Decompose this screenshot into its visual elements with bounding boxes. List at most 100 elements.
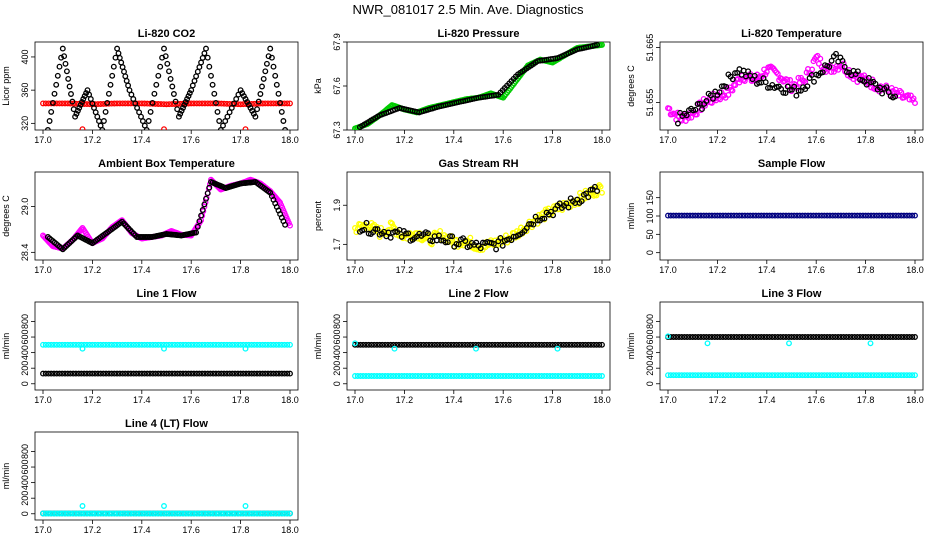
data-point	[667, 372, 674, 379]
data-point	[890, 212, 896, 219]
data-point	[903, 334, 910, 340]
data-point	[585, 194, 592, 201]
data-point	[81, 370, 88, 377]
data-point	[363, 341, 369, 348]
data-point	[881, 212, 888, 219]
data-point	[697, 212, 704, 219]
data-point	[549, 341, 556, 348]
data-point	[447, 233, 453, 240]
data-point	[459, 341, 465, 348]
data-point	[777, 372, 784, 379]
data-point	[56, 341, 63, 348]
data-point	[574, 373, 581, 379]
data-point	[728, 372, 735, 379]
plot-frame	[346, 171, 611, 261]
data-point	[221, 341, 228, 348]
data-point	[714, 212, 721, 219]
data-point	[245, 510, 252, 517]
data-point	[138, 100, 145, 107]
plot-frame	[659, 41, 924, 131]
data-point	[110, 63, 117, 70]
x-tick-label: 17.4	[758, 265, 776, 275]
data-point	[783, 212, 789, 219]
data-point	[442, 239, 449, 246]
data-point	[665, 372, 671, 379]
data-point	[51, 90, 58, 97]
data-point	[122, 341, 129, 348]
data-point	[223, 100, 230, 107]
data-point	[40, 341, 46, 348]
data-point	[103, 510, 110, 517]
data-point	[481, 373, 487, 379]
data-point	[100, 341, 107, 348]
x-tick-label: 17.8	[857, 395, 875, 405]
data-point	[596, 373, 603, 379]
data-point	[703, 212, 710, 219]
data-point	[75, 341, 82, 348]
data-point	[723, 83, 730, 90]
data-point	[865, 372, 872, 379]
data-point	[64, 370, 71, 377]
x-tick-label: 17.8	[232, 265, 250, 275]
data-point	[103, 370, 110, 377]
y-tick-label: 800	[332, 314, 342, 329]
data-point	[42, 370, 49, 377]
data-point	[242, 345, 249, 352]
data-point	[472, 341, 479, 348]
data-point	[59, 341, 66, 348]
data-point	[212, 370, 219, 377]
data-point	[127, 341, 134, 348]
data-point	[138, 510, 145, 517]
data-point	[170, 91, 177, 97]
data-point	[83, 101, 90, 108]
data-point	[53, 341, 60, 348]
data-point	[92, 370, 99, 377]
data-point	[109, 72, 116, 79]
y-tick-label: 0	[645, 381, 655, 386]
data-point	[549, 373, 556, 379]
data-point	[832, 372, 839, 379]
data-point	[799, 334, 806, 340]
series-layer	[352, 42, 605, 130]
data-point	[166, 101, 173, 108]
data-point	[901, 372, 907, 379]
data-point	[800, 77, 807, 84]
data-point	[884, 212, 891, 219]
data-point	[127, 510, 134, 517]
data-point	[556, 200, 563, 207]
figure-title: NWR_081017 2.5 Min. Ave. Diagnostics	[353, 2, 584, 17]
data-point	[805, 334, 811, 340]
plot-frame	[346, 301, 611, 391]
data-point	[368, 373, 375, 379]
data-point	[499, 242, 506, 249]
x-tick-label: 17.0	[346, 135, 364, 145]
data-point	[206, 184, 213, 191]
x-tick-label: 18.0	[593, 265, 611, 275]
data-point	[478, 341, 485, 348]
y-tick-label: 1.9	[332, 199, 342, 212]
data-point	[780, 372, 787, 379]
data-point	[147, 341, 153, 348]
data-point	[530, 221, 537, 228]
data-point	[89, 341, 96, 348]
data-point	[180, 341, 186, 348]
data-point	[892, 93, 899, 100]
x-tick-label: 18.0	[593, 135, 611, 145]
data-point	[216, 118, 223, 124]
data-point	[824, 212, 831, 219]
data-point	[684, 334, 691, 340]
data-point	[809, 66, 816, 73]
data-point	[160, 510, 167, 517]
data-point	[48, 510, 55, 517]
data-point	[475, 341, 482, 348]
data-point	[793, 92, 800, 99]
data-point	[210, 341, 217, 348]
data-point	[689, 334, 696, 340]
data-point	[141, 510, 148, 517]
data-point	[486, 341, 493, 348]
data-point	[201, 201, 208, 208]
data-point	[851, 372, 858, 379]
y-tick-label: 600	[332, 330, 342, 345]
data-point	[670, 334, 677, 340]
data-point	[676, 372, 682, 379]
